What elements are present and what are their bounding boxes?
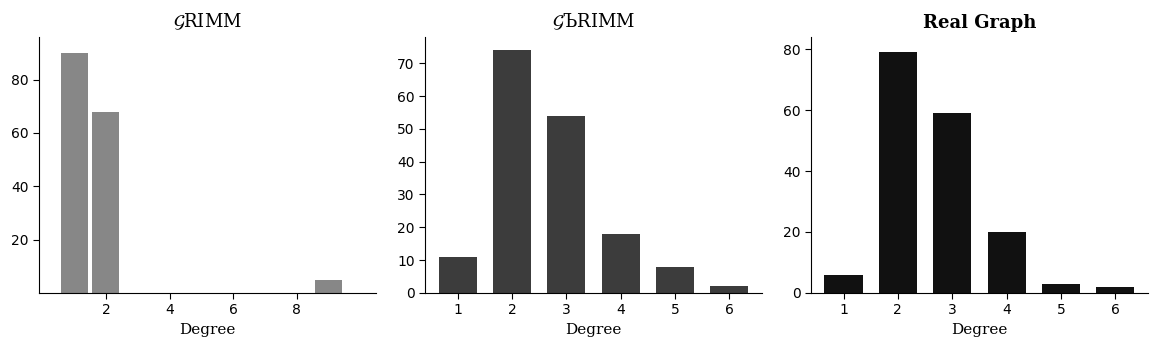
Text: Real Graph: Real Graph (923, 14, 1036, 32)
Text: $\mathcal{G}$ЪRIMM: $\mathcal{G}$ЪRIMM (552, 11, 635, 32)
Text: $\mathcal{G}$RIMM: $\mathcal{G}$RIMM (173, 11, 242, 32)
X-axis label: Degree: Degree (952, 323, 1007, 337)
Bar (315, 279, 342, 293)
X-axis label: Degree: Degree (180, 323, 235, 337)
X-axis label: Degree: Degree (566, 323, 621, 337)
Bar (438, 257, 476, 293)
Bar (1042, 284, 1080, 293)
Bar (60, 53, 88, 293)
Bar (824, 275, 862, 293)
Bar (987, 232, 1026, 293)
Bar (493, 50, 531, 293)
Bar (547, 116, 585, 293)
Bar (656, 267, 694, 293)
Bar (879, 52, 917, 293)
Bar (1096, 287, 1135, 293)
Bar (933, 113, 971, 293)
Bar (93, 112, 119, 293)
Bar (602, 234, 640, 293)
Bar (710, 286, 749, 293)
